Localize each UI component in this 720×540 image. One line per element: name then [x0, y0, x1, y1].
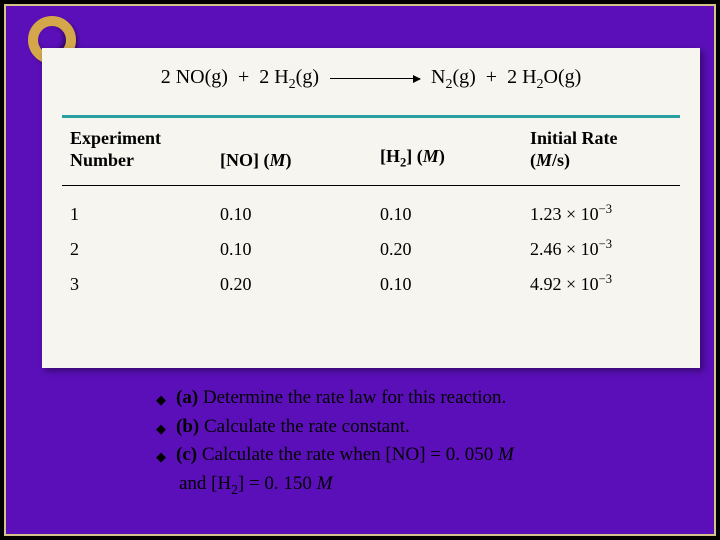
chemical-equation: 2 NO(g) + 2 H2(g) N2(g) + 2 H2O(g) [42, 48, 700, 115]
table-body: 10.100.101.23 × 10−320.100.202.46 × 10−3… [42, 186, 700, 301]
question-list: ◆ (a) Determine the rate law for this re… [156, 384, 514, 499]
table-row: 20.100.202.46 × 10−3 [70, 231, 672, 266]
list-item: ◆ (b) Calculate the rate constant. [156, 413, 514, 442]
bullet-icon: ◆ [156, 419, 166, 439]
list-item: ◆ (a) Determine the rate law for this re… [156, 384, 514, 413]
table-header: ExperimentNumber [NO] (M) [H2] (M) Initi… [70, 128, 672, 177]
table-row: 30.200.104.92 × 10−3 [70, 266, 672, 301]
bullet-icon: ◆ [156, 390, 166, 410]
reaction-arrow-icon [330, 78, 420, 79]
content-panel: 2 NO(g) + 2 H2(g) N2(g) + 2 H2O(g) Exper… [42, 48, 700, 368]
bullet-icon: ◆ [156, 447, 166, 467]
table-row: 10.100.101.23 × 10−3 [70, 196, 672, 231]
slide-background: 2 NO(g) + 2 H2(g) N2(g) + 2 H2O(g) Exper… [4, 4, 716, 536]
list-item-continuation: and [H2] = 0. 150 M [156, 470, 514, 500]
data-table: ExperimentNumber [NO] (M) [H2] (M) Initi… [42, 118, 700, 177]
list-item: ◆ (c) Calculate the rate when [NO] = 0. … [156, 441, 514, 470]
